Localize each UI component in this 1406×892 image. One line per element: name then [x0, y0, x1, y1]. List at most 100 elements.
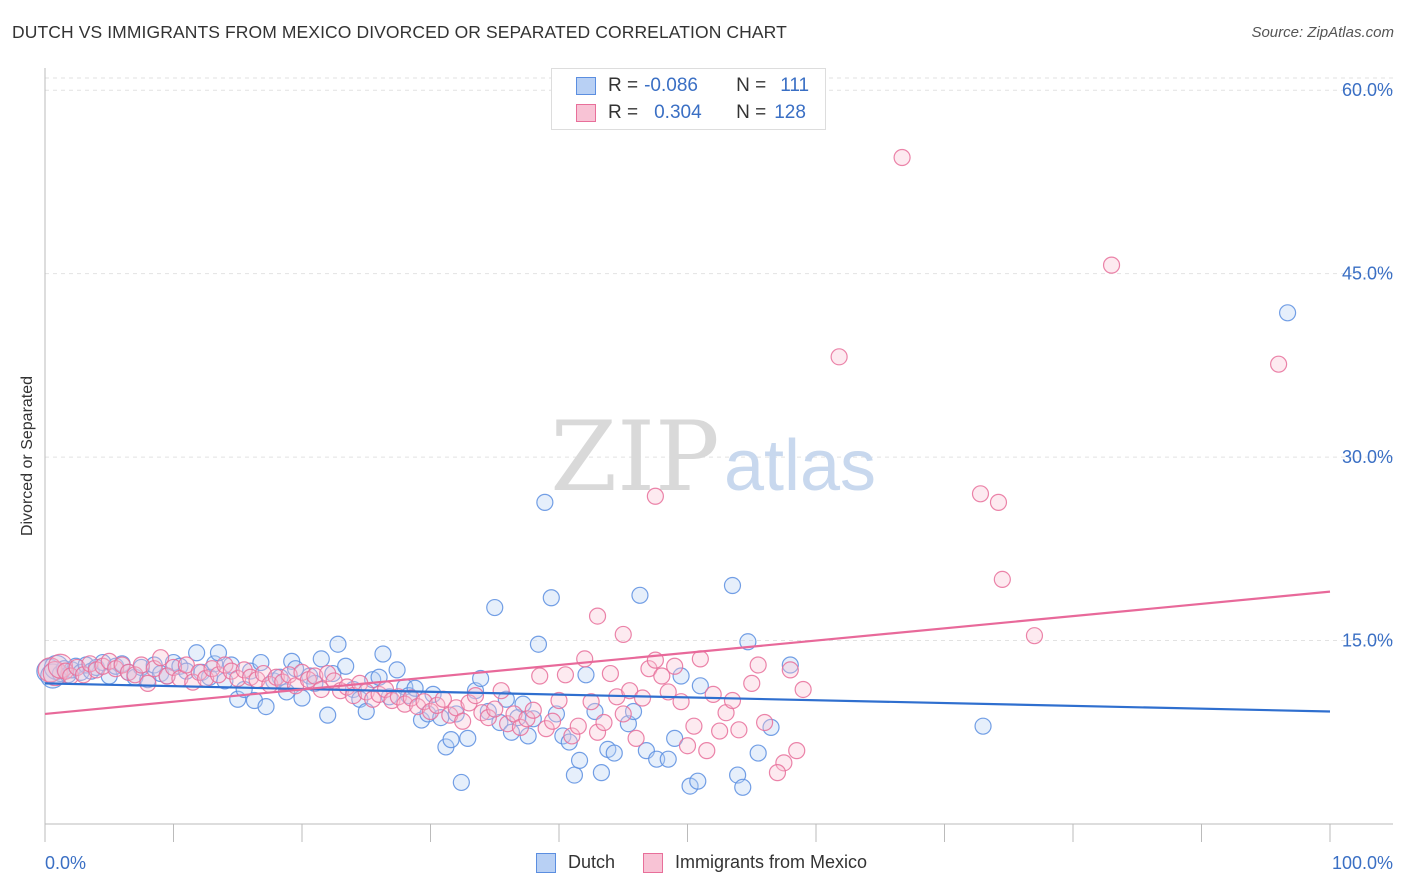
y-tick-label: 45.0% — [1342, 264, 1393, 284]
mexico-point — [794, 680, 812, 699]
mexico-point — [775, 754, 793, 772]
dutch-point — [577, 666, 595, 684]
mexico-point — [164, 658, 183, 677]
dutch-point — [312, 650, 330, 668]
mexico-point — [37, 657, 63, 683]
mexico-point — [126, 666, 144, 684]
mexico-point — [396, 695, 414, 713]
dutch-point — [631, 586, 649, 604]
mexico-point — [666, 657, 684, 675]
legend-label-mexico: Immigrants from Mexico — [675, 852, 868, 872]
mexico-point — [788, 742, 806, 760]
mexico-point — [421, 702, 440, 721]
r-label: R = — [608, 102, 639, 123]
mexico-point — [428, 696, 446, 714]
n-label: N = — [736, 75, 767, 96]
mexico-swatch — [576, 104, 596, 122]
n-label: N = — [736, 102, 767, 123]
watermark-zip: ZIP — [550, 401, 719, 513]
mexico-point — [989, 493, 1008, 511]
mexico-point — [711, 722, 729, 740]
tick-labels: 15.0% 30.0% 45.0% 60.0% 0.0% 100.0% — [45, 80, 1393, 873]
n-value: 111 — [780, 75, 810, 96]
mexico-point — [486, 700, 504, 718]
mexico-point — [158, 667, 176, 685]
mexico-point — [229, 669, 247, 688]
dutch-swatch — [576, 77, 596, 95]
dutch-point — [565, 766, 584, 784]
stats-row-mexico: R = 0.304 N = 128 — [576, 101, 806, 125]
mexico-point — [691, 650, 709, 668]
mexico-point — [152, 649, 170, 667]
mexico-point — [203, 660, 221, 678]
mexico-point — [588, 723, 607, 741]
mexico-point — [209, 666, 228, 684]
mexico-point — [1102, 256, 1121, 274]
dutch-point — [442, 731, 460, 749]
mexico-point — [781, 661, 799, 679]
dutch-swatch — [536, 852, 556, 873]
mexico-swatch — [643, 852, 664, 873]
dutch-point — [472, 669, 490, 688]
legend-item-mexico[interactable]: Immigrants from Mexico — [643, 852, 867, 873]
mexico-point — [830, 348, 848, 366]
watermark-atlas: atlas — [724, 426, 876, 506]
mexico-point — [768, 764, 787, 782]
dutch-point — [689, 772, 707, 790]
chart-title: DUTCH VS IMMIGRANTS FROM MEXICO DIVORCED… — [12, 22, 787, 42]
mexico-point — [640, 660, 658, 678]
trend-lines — [44, 590, 1331, 716]
mexico-point — [685, 717, 703, 735]
n-value: 128 — [774, 102, 806, 123]
mexico-point — [704, 685, 722, 703]
mexico-point — [576, 650, 594, 668]
mexico-point — [723, 691, 742, 710]
mexico-point — [415, 693, 433, 711]
y-tick-label: 15.0% — [1342, 631, 1393, 651]
mexico-point — [177, 656, 195, 674]
dutch-point — [252, 653, 270, 672]
dutch-point — [257, 697, 275, 716]
mexico-point — [614, 625, 632, 644]
mexico-point — [743, 674, 761, 692]
r-value: -0.086 — [644, 75, 698, 96]
mexico-point — [42, 660, 68, 687]
source-label: Source: ZipAtlas.com — [1251, 24, 1394, 41]
y-tick-label: 30.0% — [1342, 447, 1393, 467]
legend-label-dutch: Dutch — [568, 852, 616, 872]
mexico-point — [653, 667, 671, 685]
dutch-point — [624, 702, 643, 721]
mexico-point — [139, 674, 157, 692]
mexico-point — [132, 656, 150, 674]
r-value: 0.304 — [654, 102, 702, 123]
mexico-point — [190, 663, 208, 681]
dutch-point — [188, 644, 206, 662]
mexico-point — [563, 727, 581, 745]
mexico-point — [550, 691, 568, 710]
dutch-point — [554, 727, 572, 745]
dutch-point — [691, 677, 709, 695]
legend-item-dutch[interactable]: Dutch — [536, 852, 615, 873]
dutch-point — [666, 729, 684, 747]
mexico-point — [81, 655, 99, 673]
dutch-point — [536, 493, 554, 511]
mexico-point — [621, 682, 639, 700]
dutch-point — [586, 702, 604, 721]
dutch-point — [974, 717, 992, 735]
grid-lines — [45, 77, 1393, 642]
mexico-point — [479, 709, 497, 727]
mexico-point — [216, 656, 234, 674]
series-legend: Dutch Immigrants from Mexico — [536, 852, 895, 873]
dutch-point — [319, 706, 337, 724]
dutch-point — [337, 657, 355, 675]
dutch-point — [529, 635, 548, 653]
mexico-point — [499, 715, 517, 733]
axes — [44, 68, 1393, 842]
dutch-point — [605, 744, 623, 762]
dutch-point — [723, 576, 742, 595]
mexico-point — [993, 570, 1011, 589]
mexico-point — [280, 666, 298, 684]
mexico-point — [556, 666, 575, 684]
dutch-point — [412, 711, 431, 729]
